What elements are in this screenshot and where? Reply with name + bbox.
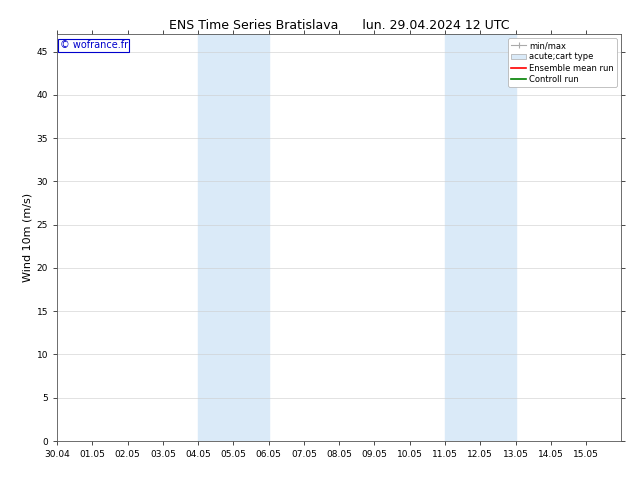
Legend: min/max, acute;cart type, Ensemble mean run, Controll run: min/max, acute;cart type, Ensemble mean … (508, 39, 617, 87)
Title: ENS Time Series Bratislava      lun. 29.04.2024 12 UTC: ENS Time Series Bratislava lun. 29.04.20… (169, 19, 510, 32)
Bar (198, 34, 269, 441)
Y-axis label: Wind 10m (m/s): Wind 10m (m/s) (22, 193, 32, 282)
Bar (445, 34, 515, 441)
Text: © wofrance.fr: © wofrance.fr (60, 40, 128, 50)
